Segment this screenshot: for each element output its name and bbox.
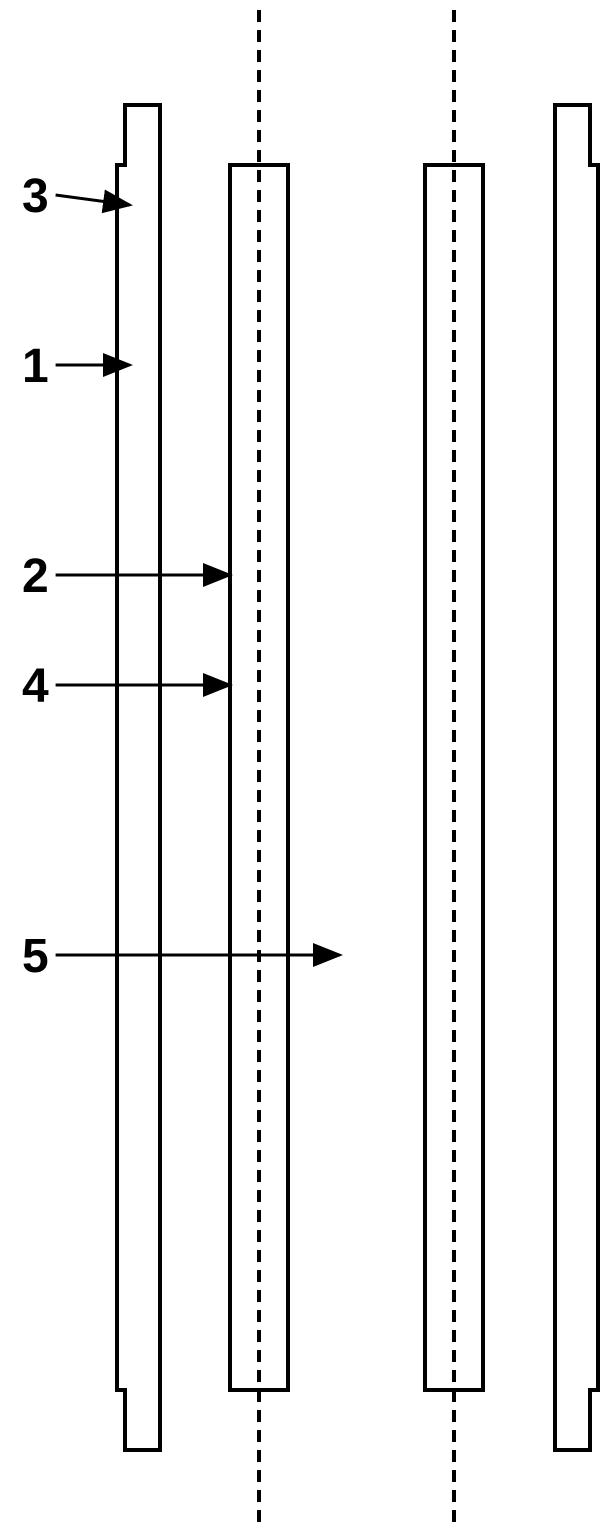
cross-section-diagram: 3 1 2 4 5 xyxy=(0,0,614,1533)
label-text-4: 4 xyxy=(22,660,49,713)
left-outer-shell xyxy=(117,105,160,1450)
right-outer-shell xyxy=(555,105,598,1450)
label-2: 2 xyxy=(22,550,230,603)
label-1: 1 xyxy=(22,340,130,393)
label-4: 4 xyxy=(22,660,230,713)
label-text-2: 2 xyxy=(22,550,49,603)
label-5: 5 xyxy=(22,930,340,983)
label-3: 3 xyxy=(22,170,130,223)
label-text-3: 3 xyxy=(22,170,49,223)
label-text-1: 1 xyxy=(22,340,49,393)
diagram-container: 3 1 2 4 5 xyxy=(0,0,614,1533)
label-text-5: 5 xyxy=(22,930,49,983)
